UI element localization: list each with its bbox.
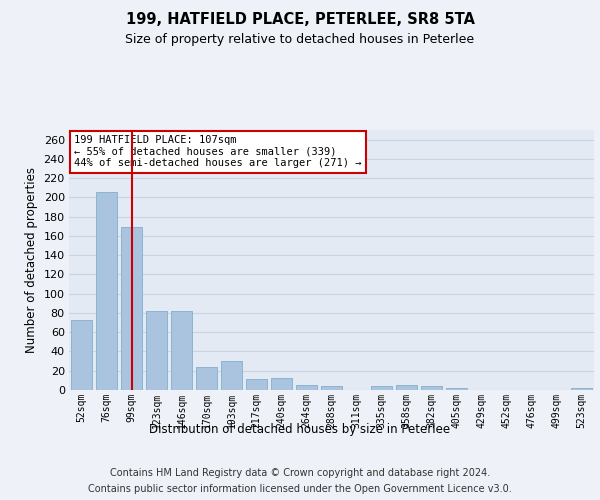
Bar <box>296 385 317 390</box>
Bar <box>246 380 267 390</box>
Bar <box>321 386 342 390</box>
Bar <box>221 361 242 390</box>
Bar <box>421 386 442 390</box>
Bar <box>446 388 467 390</box>
Bar <box>96 192 117 390</box>
Text: 199, HATFIELD PLACE, PETERLEE, SR8 5TA: 199, HATFIELD PLACE, PETERLEE, SR8 5TA <box>125 12 475 28</box>
Bar <box>146 311 167 390</box>
Y-axis label: Number of detached properties: Number of detached properties <box>25 167 38 353</box>
Bar <box>571 388 592 390</box>
Bar <box>71 320 92 390</box>
Bar <box>396 385 417 390</box>
Bar <box>371 386 392 390</box>
Text: Size of property relative to detached houses in Peterlee: Size of property relative to detached ho… <box>125 32 475 46</box>
Text: Contains HM Land Registry data © Crown copyright and database right 2024.: Contains HM Land Registry data © Crown c… <box>110 468 490 477</box>
Bar <box>171 311 192 390</box>
Text: 199 HATFIELD PLACE: 107sqm
← 55% of detached houses are smaller (339)
44% of sem: 199 HATFIELD PLACE: 107sqm ← 55% of deta… <box>74 135 362 168</box>
Text: Contains public sector information licensed under the Open Government Licence v3: Contains public sector information licen… <box>88 484 512 494</box>
Bar <box>196 367 217 390</box>
Bar <box>121 228 142 390</box>
Bar <box>271 378 292 390</box>
Text: Distribution of detached houses by size in Peterlee: Distribution of detached houses by size … <box>149 422 451 436</box>
